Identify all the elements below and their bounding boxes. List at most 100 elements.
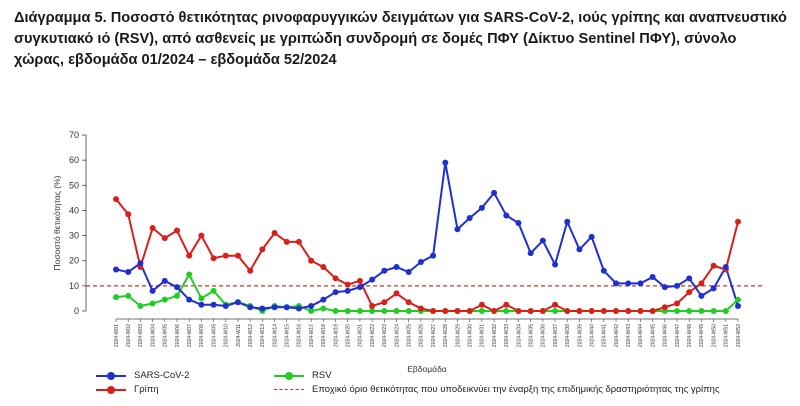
data-point-series-1 [125, 211, 132, 218]
x-tick-label: 2024-W34 [516, 324, 522, 347]
legend-item-rsv: RSV [274, 370, 332, 381]
data-point-sars-cov-2 [320, 296, 327, 303]
x-tick-label: 2024-W26 [419, 324, 425, 347]
x-tick-label: 2024-W20 [346, 324, 352, 347]
x-tick-label: 2024-W24 [394, 324, 400, 347]
x-tick-label: 2024-W08 [199, 324, 205, 347]
x-tick-label: 2024-W02 [126, 324, 132, 347]
data-point-series-1 [271, 230, 278, 237]
data-point-sars-cov-2 [613, 280, 620, 287]
data-point-sars-cov-2 [515, 220, 522, 226]
data-point-series-1 [600, 308, 607, 314]
data-point-series-1 [222, 252, 229, 259]
data-point-sars-cov-2 [173, 284, 180, 291]
x-tick-label: 2024-W04 [150, 324, 156, 347]
x-tick-label: 2024-W39 [577, 324, 583, 347]
x-tick-label: 2024-W05 [163, 324, 169, 347]
x-tick-label: 2024-W06 [175, 324, 181, 347]
x-tick-label: 2024-W51 [724, 324, 730, 347]
data-point-sars-cov-2 [332, 289, 339, 296]
data-point-sars-cov-2 [527, 250, 534, 257]
data-point-sars-cov-2 [698, 292, 705, 299]
x-tick-label: 2024-W18 [321, 324, 327, 347]
data-point-series-1 [674, 300, 681, 307]
data-point-series-1 [491, 308, 498, 314]
data-point-series-1 [735, 218, 741, 225]
data-point-series-1 [308, 257, 315, 264]
y-tick-label: 50 [69, 180, 79, 190]
data-point-series-1 [259, 246, 266, 253]
x-tick-label: 2024-W15 [285, 324, 291, 347]
x-tick-label: 2024-W10 [224, 324, 230, 347]
data-point-sars-cov-2 [247, 304, 254, 311]
chart-title: Διάγραμμα 5. Ποσοστό θετικότητας ρινοφαρ… [14, 10, 787, 68]
series-line-series-1 [115, 198, 739, 312]
data-point-sars-cov-2 [430, 252, 437, 259]
legend-label-sars-cov-2: SARS-CoV-2 [134, 370, 190, 381]
data-point-sars-cov-2 [686, 275, 693, 282]
data-point-sars-cov-2 [454, 226, 461, 233]
data-point-series-1 [405, 299, 412, 306]
data-point-rsv [552, 308, 559, 314]
y-tick-label: 60 [69, 155, 79, 165]
data-point-series-1 [503, 301, 510, 308]
data-point-sars-cov-2 [295, 305, 302, 312]
legend-label-influenza: Γρίπη [134, 384, 159, 395]
legend-label-threshold: Εποχικό όριο θετικότητας που υποδεικνύει… [312, 384, 720, 395]
data-point-rsv [698, 308, 705, 314]
legend-swatch-threshold [274, 385, 304, 395]
data-point-sars-cov-2 [722, 264, 729, 270]
data-point-sars-cov-2 [625, 280, 632, 287]
data-point-rsv [735, 296, 741, 303]
data-point-sars-cov-2 [198, 301, 205, 308]
x-tick-label: 2024-W44 [638, 324, 644, 347]
data-point-series-1 [149, 225, 156, 232]
data-point-sars-cov-2 [576, 246, 583, 253]
data-point-sars-cov-2 [478, 204, 485, 211]
data-point-rsv [356, 308, 363, 314]
data-point-rsv [320, 305, 327, 312]
data-point-sars-cov-2 [466, 214, 473, 221]
chart-axes: 0 10 20 30 40 50 60 70 Ποσοστό θετικότητας (%) 20… [52, 130, 742, 374]
data-point-sars-cov-2 [186, 296, 193, 303]
data-point-series-1 [478, 301, 485, 308]
data-point-sars-cov-2 [149, 287, 156, 294]
data-point-series-1 [661, 304, 668, 311]
data-point-sars-cov-2 [552, 261, 559, 268]
data-point-series-1 [527, 308, 534, 314]
data-point-series-1 [686, 289, 693, 296]
series-points [113, 159, 741, 314]
data-point-series-1 [173, 227, 180, 234]
x-tick-label: 2024-W50 [711, 324, 717, 347]
series-lines [115, 161, 739, 312]
data-point-rsv [393, 308, 400, 314]
data-point-rsv [369, 308, 376, 314]
x-tick-label: 2024-W23 [382, 324, 388, 347]
data-point-series-1 [393, 290, 400, 297]
data-point-sars-cov-2 [344, 287, 351, 294]
x-tick-label: 2024-W41 [602, 324, 608, 347]
data-point-rsv [149, 300, 156, 307]
data-point-series-1 [210, 255, 217, 262]
data-point-series-1 [234, 252, 241, 259]
x-tick-label: 2024-W19 [333, 324, 339, 347]
data-point-rsv [686, 308, 693, 314]
y-tick-label: 70 [69, 130, 79, 140]
series-line-sars-cov-2 [115, 161, 739, 310]
data-point-sars-cov-2 [491, 189, 498, 196]
data-point-series-1 [710, 262, 717, 269]
data-point-rsv [722, 308, 729, 314]
data-point-series-1 [198, 232, 205, 239]
legend-item-influenza: Γρίπη [96, 384, 159, 395]
data-point-series-1 [381, 299, 388, 306]
data-point-rsv [381, 308, 388, 314]
data-point-series-1 [625, 308, 632, 314]
data-point-series-1 [161, 235, 168, 242]
data-point-sars-cov-2 [637, 280, 644, 287]
data-point-sars-cov-2 [210, 301, 217, 308]
x-tick-label: 2024-W09 [211, 324, 217, 347]
data-point-rsv [186, 271, 193, 278]
x-tick-label: 2024-W47 [675, 324, 681, 347]
data-point-sars-cov-2 [125, 269, 132, 276]
data-point-sars-cov-2 [113, 266, 119, 273]
